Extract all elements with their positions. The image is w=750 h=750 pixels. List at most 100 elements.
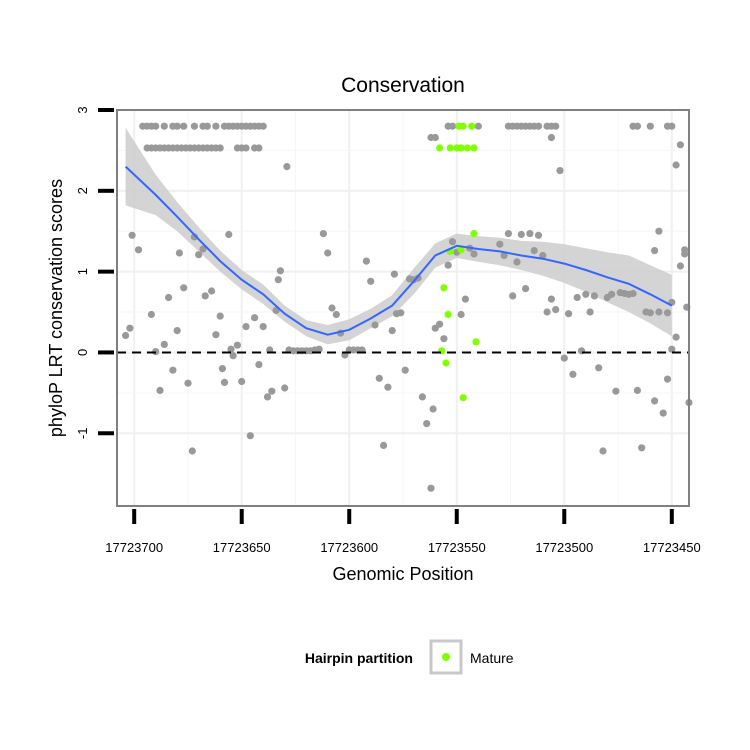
data-point	[676, 141, 685, 149]
data-point	[448, 238, 457, 246]
y-tick-label: -1	[75, 428, 90, 440]
data-point	[184, 379, 192, 387]
smooth-line	[124, 165, 673, 336]
data-point	[242, 323, 250, 331]
legend-key-mature-marker	[442, 653, 450, 661]
data-point	[547, 133, 556, 142]
data-point	[371, 321, 379, 329]
data-point	[208, 287, 216, 295]
data-point	[227, 345, 235, 353]
data-point	[474, 122, 482, 130]
data-point	[448, 122, 457, 130]
mature-point	[444, 310, 452, 319]
x-tick-label: 17723700	[105, 540, 163, 555]
ribbon-area	[125, 127, 672, 345]
data-point	[418, 393, 426, 401]
data-point	[556, 167, 564, 175]
data-point	[255, 361, 263, 369]
points	[122, 122, 693, 492]
mature-point	[457, 246, 465, 254]
data-point	[659, 409, 667, 417]
data-point	[633, 386, 642, 394]
y-tick-label: 1	[75, 268, 90, 275]
mature-point	[440, 284, 448, 292]
data-point	[522, 285, 530, 293]
chart-title: Conservation	[341, 74, 465, 97]
data-point	[152, 122, 160, 130]
data-point	[397, 309, 405, 317]
data-point	[500, 251, 508, 260]
data-point	[332, 310, 340, 319]
data-point	[547, 295, 556, 303]
data-point	[672, 161, 680, 169]
data-point	[315, 345, 323, 353]
panel-border	[116, 109, 690, 507]
data-point	[218, 365, 226, 373]
data-point	[427, 484, 435, 492]
data-point	[431, 133, 439, 142]
data-point	[328, 304, 336, 312]
x-tick-label: 17723650	[213, 540, 271, 555]
data-point	[173, 327, 181, 335]
data-point	[212, 122, 220, 130]
legend: Hairpin partition Mature	[305, 639, 514, 675]
data-point	[573, 293, 581, 302]
data-point	[201, 292, 209, 300]
x-tick-label: 17723600	[320, 540, 378, 555]
mature-point	[470, 144, 478, 152]
data-point	[586, 308, 594, 316]
data-point	[423, 420, 431, 428]
data-point	[188, 447, 196, 455]
data-point	[633, 122, 642, 130]
data-point	[190, 122, 198, 130]
data-point	[470, 250, 478, 258]
legend-title: Hairpin partition	[305, 650, 413, 666]
mature-point	[436, 144, 444, 152]
data-point	[414, 274, 422, 282]
y-tick-label: 2	[75, 187, 90, 194]
data-point	[190, 233, 198, 241]
data-point	[367, 277, 375, 285]
data-point	[436, 320, 444, 328]
data-point	[401, 366, 409, 374]
data-point	[638, 444, 646, 452]
data-point	[655, 227, 663, 235]
data-point	[517, 230, 525, 239]
data-point	[263, 393, 272, 401]
mature-points	[436, 122, 480, 402]
confidence-ribbon	[125, 127, 672, 345]
mature-point	[442, 359, 450, 367]
data-point	[565, 310, 573, 318]
data-point	[543, 308, 551, 316]
x-axis: 17723700 17723650 17723600 17723550 17723500…	[105, 509, 701, 555]
mature-point	[459, 122, 467, 130]
mature-point	[459, 394, 467, 402]
data-point	[233, 341, 241, 349]
data-point	[655, 308, 663, 316]
data-point	[169, 366, 177, 374]
data-point	[444, 261, 452, 269]
data-point	[195, 251, 203, 259]
data-point	[199, 245, 207, 253]
data-point	[390, 270, 398, 278]
data-point	[646, 309, 654, 317]
data-point	[180, 284, 188, 292]
data-point	[595, 364, 603, 372]
data-point	[663, 375, 672, 383]
data-point	[560, 354, 568, 362]
data-point	[457, 310, 465, 319]
data-point	[255, 144, 263, 152]
data-point	[530, 247, 538, 255]
data-point	[128, 231, 136, 239]
data-point	[646, 122, 654, 130]
data-point	[160, 122, 168, 130]
data-point	[319, 230, 327, 238]
data-point	[212, 331, 220, 339]
data-point	[380, 441, 388, 449]
data-point	[534, 231, 543, 239]
data-point	[388, 327, 396, 335]
data-point	[681, 250, 689, 258]
data-point	[122, 331, 130, 340]
data-point	[259, 323, 267, 331]
